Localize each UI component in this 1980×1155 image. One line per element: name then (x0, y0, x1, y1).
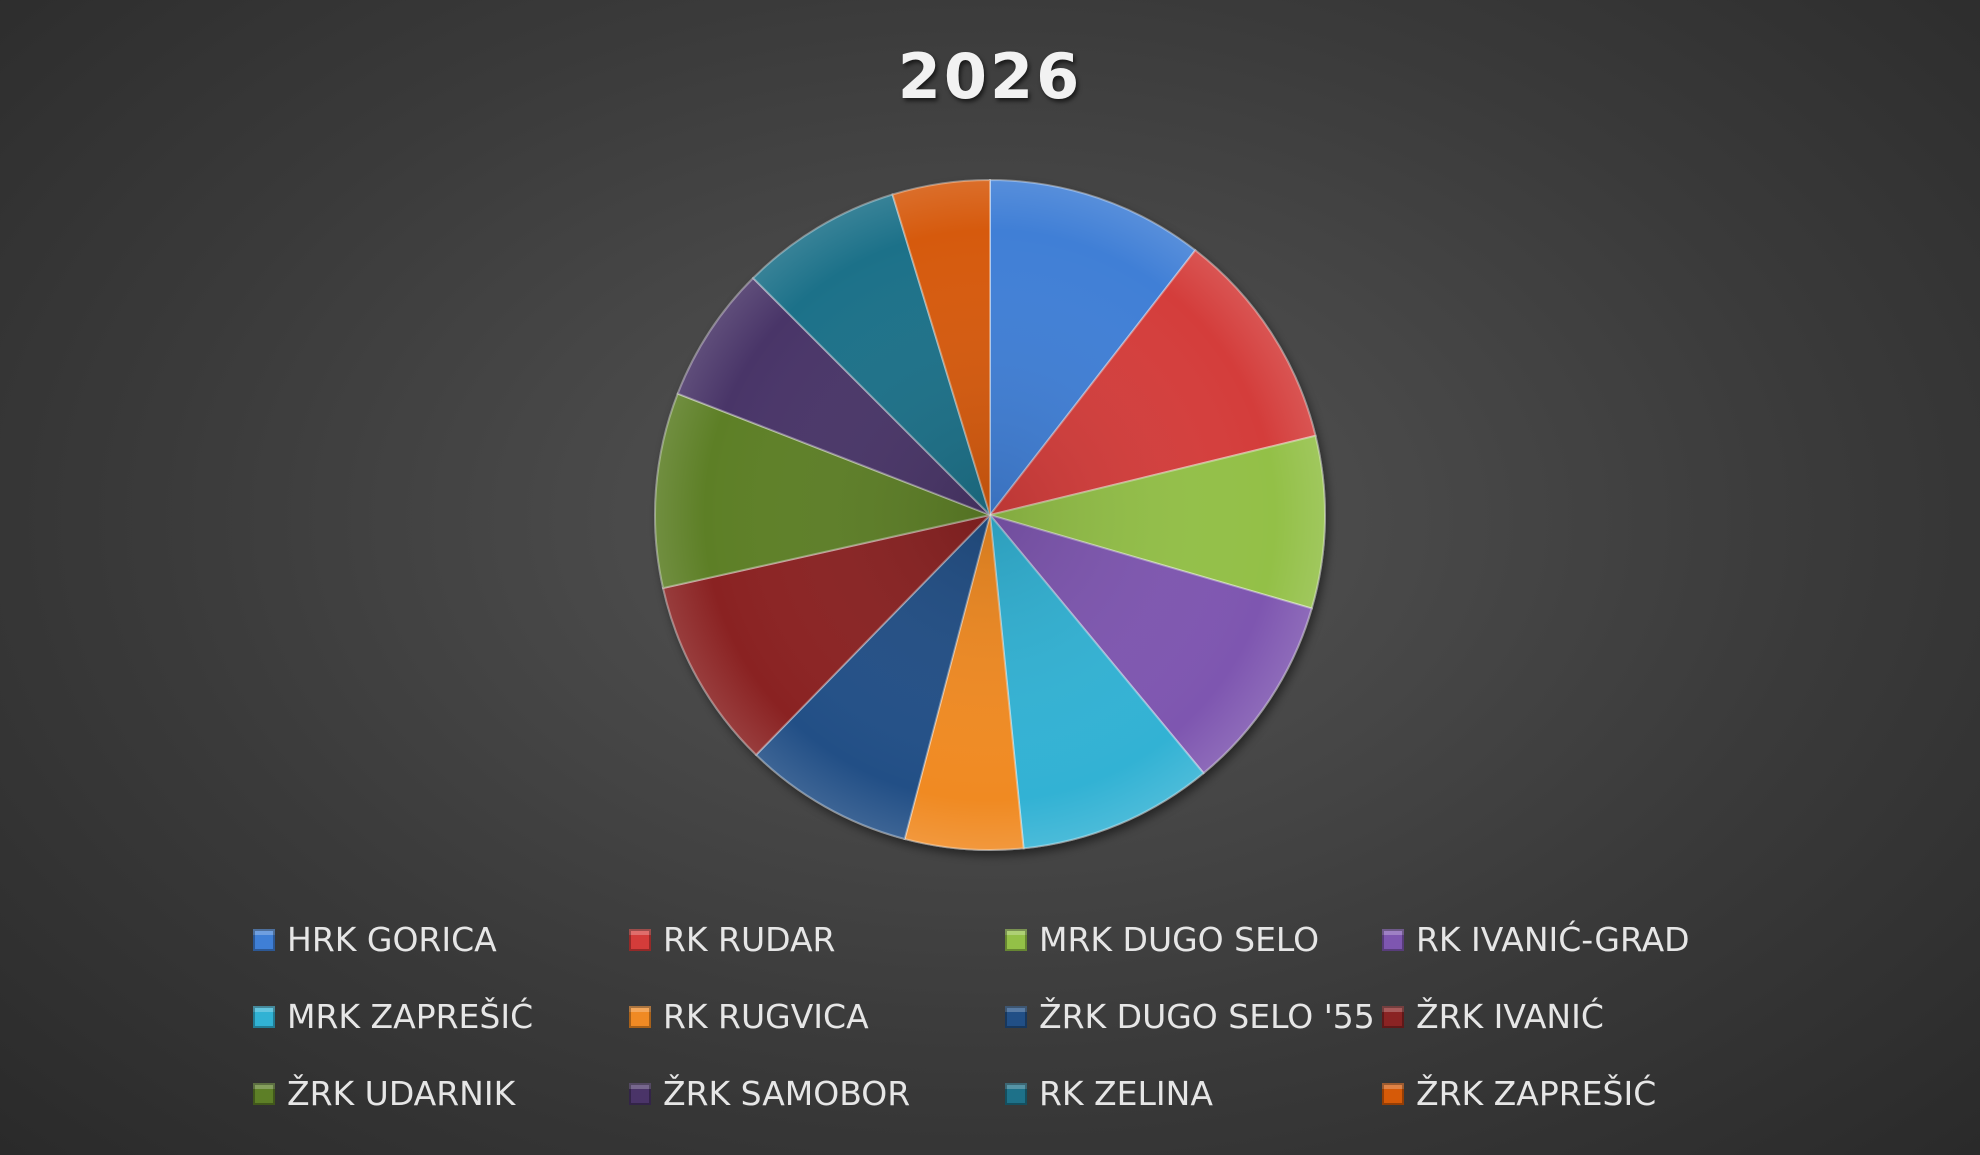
legend-label: RK IVANIĆ-GRAD (1416, 920, 1690, 959)
legend-item: ŽRK ZAPREŠIĆ (1382, 1074, 1656, 1113)
legend-swatch (1382, 1082, 1404, 1105)
legend-swatch (629, 1005, 651, 1028)
legend-swatch (1005, 1082, 1027, 1105)
legend-label: ŽRK ZAPREŠIĆ (1416, 1074, 1657, 1113)
legend-label: ŽRK SAMOBOR (663, 1074, 911, 1113)
legend-label: RK RUGVICA (663, 997, 869, 1036)
legend-item: ŽRK IVANIĆ (1382, 997, 1604, 1036)
legend-item: ŽRK UDARNIK (253, 1074, 515, 1113)
legend-item: RK IVANIĆ-GRAD (1382, 920, 1690, 959)
legend-item: MRK DUGO SELO (1005, 920, 1319, 959)
legend-item: ŽRK SAMOBOR (629, 1074, 910, 1113)
legend-item: RK RUGVICA (629, 997, 869, 1036)
legend-label: RK RUDAR (663, 920, 836, 959)
legend-swatch (253, 928, 275, 951)
legend-swatch (1005, 928, 1027, 951)
legend-item: RK RUDAR (629, 920, 835, 959)
legend-label: MRK ZAPREŠIĆ (287, 997, 534, 1036)
legend-label: ŽRK IVANIĆ (1416, 997, 1604, 1036)
legend-item: RK ZELINA (1005, 1074, 1213, 1113)
legend-item: HRK GORICA (253, 920, 497, 959)
legend-swatch (253, 1005, 275, 1028)
legend-label: HRK GORICA (287, 920, 497, 959)
legend-swatch (1382, 1005, 1404, 1028)
legend-swatch (629, 928, 651, 951)
legend-label: ŽRK DUGO SELO '55 (1039, 997, 1375, 1036)
legend-label: MRK DUGO SELO (1039, 920, 1320, 959)
legend-label: RK ZELINA (1039, 1074, 1213, 1113)
legend-label: ŽRK UDARNIK (287, 1074, 516, 1113)
legend-item: MRK ZAPREŠIĆ (253, 997, 533, 1036)
chart-title: 2026 (897, 40, 1083, 113)
legend-swatch (1382, 928, 1404, 951)
legend-swatch (1005, 1005, 1027, 1028)
legend-swatch (253, 1082, 275, 1105)
legend-item: ŽRK DUGO SELO '55 (1005, 997, 1375, 1036)
legend-swatch (629, 1082, 651, 1105)
